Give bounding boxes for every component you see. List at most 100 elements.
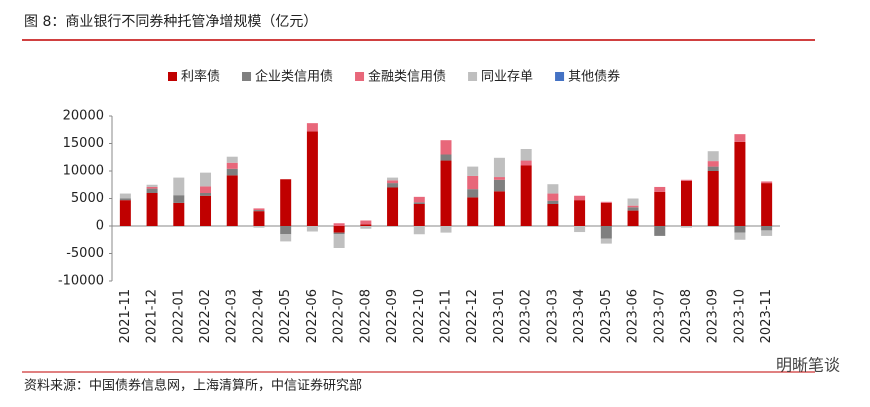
bar-segment	[226, 175, 238, 226]
bar-segment	[387, 183, 399, 188]
bar-segment	[734, 134, 746, 142]
bar-segment	[467, 189, 479, 198]
bar-segment	[333, 232, 345, 235]
bar-segment	[627, 210, 639, 226]
bar-segment	[761, 183, 773, 226]
bar-segment	[440, 140, 452, 155]
bar-segment	[440, 154, 452, 161]
bar-segment	[493, 157, 505, 178]
bar-segment	[600, 238, 612, 244]
x-tick-label: 2022-11	[439, 289, 454, 343]
bar-segment	[707, 161, 719, 167]
bar-segment	[440, 226, 452, 233]
bar-segment	[547, 204, 559, 226]
bar-segment	[654, 226, 666, 236]
bar-segment	[360, 220, 372, 225]
bar-segment	[467, 175, 479, 190]
x-tick-label: 2023-11	[759, 289, 774, 343]
x-tick-label: 2023-06	[626, 289, 641, 343]
bar-segment	[734, 141, 746, 226]
bar-segment	[761, 181, 773, 184]
legend-label: 利率债	[181, 69, 220, 85]
bar-segment	[413, 202, 425, 204]
bar-segment	[574, 200, 586, 226]
y-tick-label: 5000	[71, 191, 104, 206]
bar-segment	[200, 193, 212, 196]
bar-segment	[600, 201, 612, 203]
x-tick-label: 2022-04	[251, 289, 266, 343]
y-tick-label: 0	[96, 219, 104, 234]
bar-segment	[146, 188, 158, 193]
bar-segment	[253, 211, 265, 226]
bar-segment	[493, 179, 505, 192]
bar-segment	[680, 226, 692, 228]
chart-title: 图 8：商业银行不同券种托管净增规模（亿元）	[24, 14, 317, 30]
bar-segment	[627, 205, 639, 208]
x-tick-label: 2022-07	[332, 289, 347, 343]
bar-segment	[387, 177, 399, 181]
bar-segment	[173, 202, 185, 226]
bar-segment	[547, 184, 559, 194]
x-tick-label: 2021-12	[145, 289, 160, 343]
x-tick-label: 2022-10	[412, 289, 427, 343]
bar-segment	[627, 207, 639, 211]
bar-segment	[333, 234, 345, 248]
x-tick-label: 2023-05	[599, 289, 614, 343]
y-tick-label: 15000	[63, 136, 104, 151]
bar-segment	[707, 171, 719, 226]
bar-segment	[467, 197, 479, 226]
bar-segment	[253, 210, 265, 212]
bar-segment	[280, 179, 292, 226]
legend-swatch	[242, 72, 252, 81]
bar-segment	[306, 123, 318, 132]
bar-segment	[680, 179, 692, 181]
legend-label: 其他债券	[568, 69, 620, 85]
x-tick-label: 2022-01	[171, 289, 186, 343]
bar-segment	[146, 193, 158, 226]
watermark: 明晰笔谈	[776, 356, 840, 375]
source-note: 资料来源：中国债券信息网，上海清算所，中信证券研究部	[24, 378, 362, 394]
x-tick-label: 2023-09	[706, 289, 721, 343]
bar-segment	[413, 204, 425, 226]
x-tick-label: 2023-04	[572, 289, 587, 343]
bar-segment	[493, 191, 505, 226]
bar-segment	[200, 172, 212, 187]
x-tick-label: 2022-02	[198, 289, 213, 343]
bar-segment	[574, 226, 586, 233]
bar-segment	[547, 200, 559, 204]
bar-segment	[520, 149, 532, 161]
x-tick-label: 2021-11	[118, 289, 133, 343]
bar-segment	[520, 160, 532, 166]
y-tick-label: 20000	[63, 109, 104, 124]
bar-segment	[360, 224, 372, 226]
bar-segment	[253, 226, 265, 228]
bar-segment	[574, 195, 586, 201]
legend-label: 同业存单	[481, 70, 533, 85]
x-tick-label: 2022-06	[305, 289, 320, 343]
x-tick-label: 2022-09	[385, 289, 400, 343]
bar-segment	[280, 226, 292, 235]
legend-label: 企业类信用债	[255, 69, 333, 85]
bar-segment	[680, 180, 692, 226]
bar-segment	[627, 198, 639, 206]
bar-segment	[226, 156, 238, 163]
bar-segment	[200, 186, 212, 193]
bar-segment	[520, 165, 532, 226]
y-tick-label: 10000	[63, 164, 104, 179]
x-tick-label: 2023-08	[679, 289, 694, 343]
bar-segment	[654, 186, 666, 192]
bar-segment	[173, 195, 185, 203]
y-tick-label: -10000	[58, 274, 104, 289]
bar-segment	[146, 184, 158, 187]
bar-segment	[306, 131, 318, 226]
bar-segment	[467, 166, 479, 176]
bar-segment	[493, 177, 505, 180]
bar-segment	[119, 198, 131, 201]
legend-swatch	[355, 72, 365, 81]
bar-segment	[654, 191, 666, 226]
x-tick-label: 2023-03	[545, 289, 560, 343]
x-tick-label: 2023-07	[652, 289, 667, 343]
y-tick-label: -5000	[66, 246, 104, 261]
x-tick-label: 2023-10	[732, 289, 747, 343]
x-tick-label: 2023-01	[492, 289, 507, 343]
